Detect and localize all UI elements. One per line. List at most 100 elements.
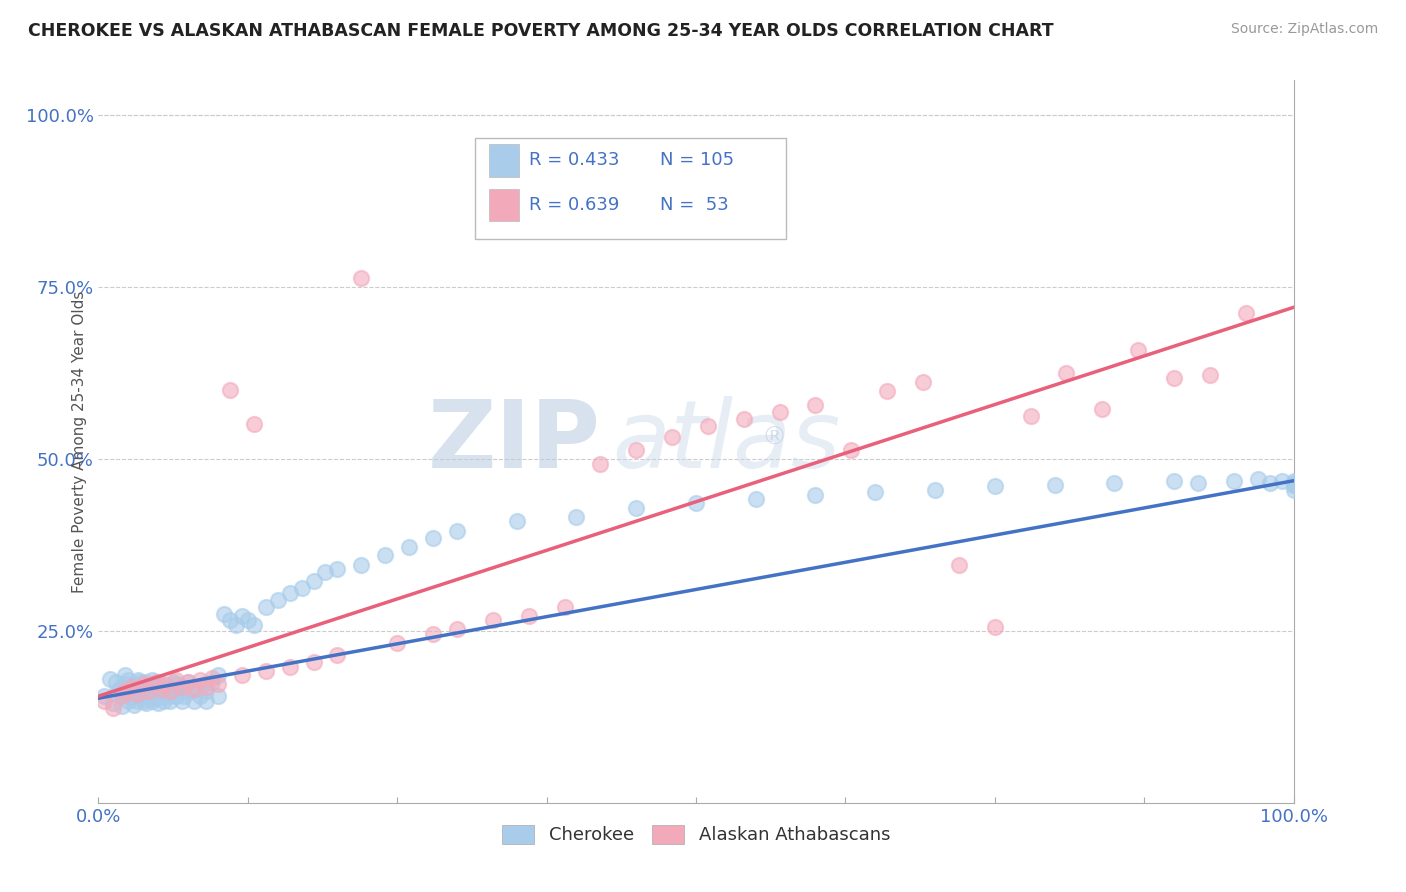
Point <box>149 682 172 697</box>
Point <box>236 614 259 628</box>
Point <box>145 691 167 706</box>
Point <box>446 524 468 538</box>
Point <box>114 677 136 691</box>
Point <box>165 677 187 691</box>
Point <box>212 607 235 621</box>
Point <box>132 677 155 691</box>
Point <box>565 510 588 524</box>
Point <box>159 682 181 697</box>
Point <box>768 405 790 419</box>
Point <box>180 684 202 698</box>
Point <box>101 696 124 710</box>
Point <box>626 501 648 516</box>
Point <box>183 682 205 697</box>
Point <box>804 398 827 412</box>
Point <box>138 684 160 698</box>
Point <box>172 680 194 694</box>
Point <box>177 675 200 690</box>
Point <box>278 659 301 673</box>
Point <box>183 694 205 708</box>
Point <box>129 675 152 690</box>
Point <box>114 684 136 698</box>
Point <box>188 689 211 703</box>
Point <box>243 417 266 432</box>
Point <box>111 687 134 701</box>
Point <box>506 514 529 528</box>
Bar <box>489 144 519 177</box>
Point <box>173 689 195 703</box>
Point <box>172 680 194 694</box>
Point <box>865 484 887 499</box>
Point <box>149 679 172 693</box>
Point <box>1282 474 1305 488</box>
Point <box>145 680 167 694</box>
Point <box>121 680 143 694</box>
Point <box>1282 483 1305 497</box>
Point <box>207 677 229 691</box>
Text: ®: ® <box>762 425 787 450</box>
Y-axis label: Female Poverty Among 25-34 Year Olds: Female Poverty Among 25-34 Year Olds <box>72 291 87 592</box>
Point <box>193 677 215 691</box>
Point <box>156 689 179 703</box>
Point <box>141 694 163 708</box>
Point <box>177 675 200 690</box>
Point <box>117 673 139 688</box>
Point <box>111 699 134 714</box>
Point <box>924 483 946 497</box>
Point <box>385 636 409 650</box>
Point <box>278 586 301 600</box>
Point <box>1223 474 1246 488</box>
Point <box>302 574 325 589</box>
Point <box>219 614 242 628</box>
Point <box>350 271 373 285</box>
Point <box>326 648 349 662</box>
Point <box>125 694 148 708</box>
Point <box>124 677 146 691</box>
Point <box>876 384 898 399</box>
Point <box>101 701 124 715</box>
Point <box>195 684 218 698</box>
Point <box>132 684 155 698</box>
Point <box>207 689 229 703</box>
Point <box>398 540 420 554</box>
Point <box>984 479 1007 493</box>
Point <box>291 581 314 595</box>
Text: CHEROKEE VS ALASKAN ATHABASCAN FEMALE POVERTY AMONG 25-34 YEAR OLDS CORRELATION : CHEROKEE VS ALASKAN ATHABASCAN FEMALE PO… <box>28 22 1053 40</box>
Point <box>207 668 229 682</box>
Point <box>1282 478 1305 492</box>
Point <box>148 675 170 690</box>
Point <box>135 686 157 700</box>
Point <box>138 691 160 706</box>
Point <box>1234 306 1257 320</box>
Point <box>125 682 148 697</box>
Point <box>141 684 163 698</box>
Text: N = 105: N = 105 <box>661 152 734 169</box>
Text: R = 0.433: R = 0.433 <box>529 152 619 169</box>
Point <box>554 599 576 614</box>
Point <box>422 627 444 641</box>
Point <box>165 673 187 688</box>
Point <box>195 680 218 694</box>
Point <box>127 673 149 688</box>
Text: R = 0.639: R = 0.639 <box>529 195 619 214</box>
Point <box>124 687 146 701</box>
Point <box>135 696 157 710</box>
Point <box>121 689 143 703</box>
Point <box>661 430 683 444</box>
Point <box>153 677 176 691</box>
Point <box>135 675 157 690</box>
Point <box>117 684 139 698</box>
Point <box>254 599 277 614</box>
Point <box>111 689 134 703</box>
Point <box>145 675 167 690</box>
Point <box>1104 475 1126 490</box>
Point <box>141 673 163 688</box>
Point <box>1043 478 1066 492</box>
Point <box>149 689 172 703</box>
Point <box>302 655 325 669</box>
Text: N =  53: N = 53 <box>661 195 728 214</box>
Point <box>132 694 155 708</box>
Point <box>1282 478 1305 492</box>
Point <box>148 686 170 700</box>
Point <box>188 673 211 688</box>
